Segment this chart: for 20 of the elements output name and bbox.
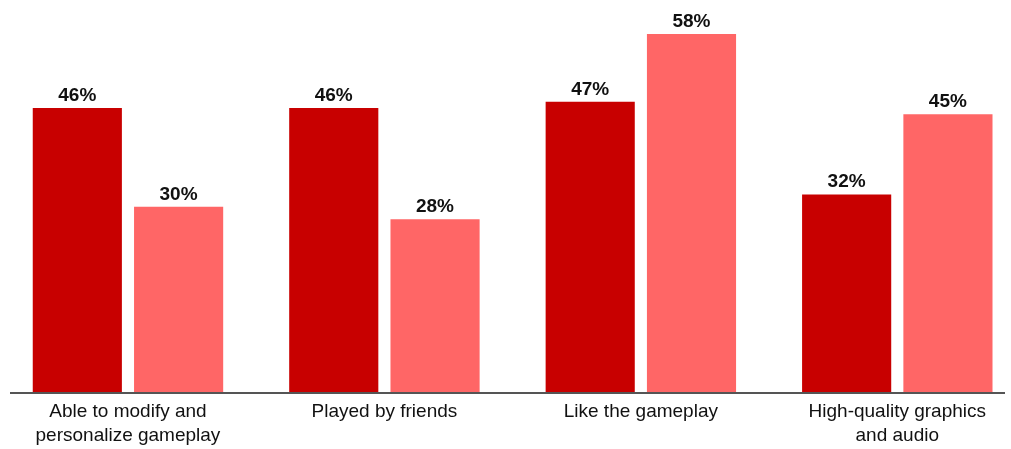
- data-label: 28%: [415, 195, 455, 217]
- bar: [32, 108, 122, 392]
- bar: [545, 101, 635, 392]
- x-tick-label: Like the gameplay: [563, 399, 719, 421]
- x-tick-label: High-quality graphics and audio: [808, 399, 986, 446]
- bar: [289, 108, 379, 392]
- data-label: 46%: [314, 84, 353, 106]
- bar: [646, 33, 737, 392]
- data-label: 32%: [827, 170, 866, 192]
- bar: [903, 114, 993, 392]
- data-label: 47%: [571, 77, 610, 99]
- x-tick-label: Able to modify and personalize gameplay: [35, 399, 221, 446]
- x-tick-label: Played by friends: [311, 399, 458, 421]
- data-label: 30%: [159, 182, 198, 204]
- data-label: 45%: [928, 90, 968, 112]
- bar: [390, 219, 480, 392]
- bar: [802, 194, 892, 392]
- bar: [134, 206, 224, 392]
- data-label: 58%: [672, 9, 711, 31]
- data-label: 46%: [58, 84, 97, 106]
